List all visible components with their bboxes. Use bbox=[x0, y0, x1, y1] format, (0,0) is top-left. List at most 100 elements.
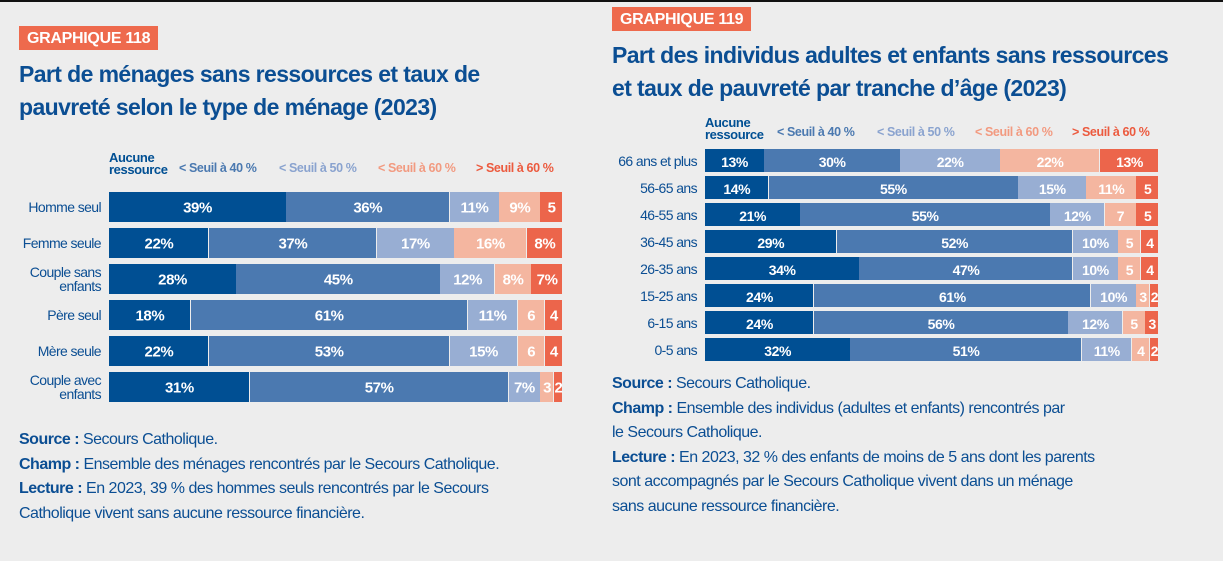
data-label: 3 bbox=[1139, 288, 1147, 305]
note-label: Champ : bbox=[19, 455, 80, 473]
note-lecture-cont: sont accompagnés par le Secours Catholiq… bbox=[612, 473, 1073, 490]
category-label: 26-35 ans bbox=[600, 262, 697, 276]
category-label: 66 ans et plus bbox=[600, 154, 697, 168]
category-label-line: 0-5 ans bbox=[654, 341, 698, 358]
data-label: 37% bbox=[278, 235, 308, 253]
bar-segment-seuil60lt bbox=[494, 264, 531, 294]
bar-segment-seuil60lt bbox=[454, 228, 527, 258]
data-label: 11% bbox=[1093, 342, 1120, 359]
bar-segment-aucune bbox=[109, 264, 236, 294]
chart-legend: Aucune ressource < Seuil à 40 % < Seuil … bbox=[600, 116, 1223, 146]
data-label: 6 bbox=[527, 343, 536, 361]
bar-segment-seuil50 bbox=[1072, 257, 1118, 280]
note-text: Secours Catholique. bbox=[672, 375, 811, 392]
category-label: Couple avec enfants bbox=[0, 373, 102, 401]
top-border bbox=[0, 0, 1223, 2]
bar-segment-seuil60lt bbox=[1104, 203, 1136, 226]
bar-segment-seuil50 bbox=[508, 372, 540, 402]
data-label: 24% bbox=[746, 288, 773, 305]
data-label: 22% bbox=[144, 235, 174, 253]
legend-item-seuil50: < Seuil à 50 % bbox=[877, 125, 955, 139]
bar-segment-aucune bbox=[705, 176, 769, 199]
data-label: 55% bbox=[879, 180, 907, 197]
data-label: 51% bbox=[952, 342, 980, 359]
data-label: 4 bbox=[1137, 342, 1145, 359]
data-label: 36% bbox=[353, 199, 383, 217]
note-label: Lecture : bbox=[19, 480, 83, 497]
bar-segment-aucune bbox=[705, 230, 837, 253]
category-label-line: 56-65 ans bbox=[640, 179, 697, 196]
legend-label: ressource bbox=[109, 162, 168, 177]
data-label: 5 bbox=[1125, 234, 1134, 251]
bar-segment-aucune bbox=[705, 257, 859, 280]
category-label: Couple sans enfants bbox=[0, 265, 102, 293]
category-label-line: 46-55 ans bbox=[640, 206, 697, 223]
data-label: 31% bbox=[164, 379, 194, 397]
note-text: Ensemble des ménages rencontrés par le S… bbox=[79, 455, 500, 473]
bar-segment-seuil50 bbox=[1018, 176, 1086, 199]
bar-segment-seuil40 bbox=[813, 284, 1091, 307]
bar-segment-seuil60lt bbox=[1118, 257, 1141, 280]
legend-item-seuil60lt: < Seuil à 60 % bbox=[378, 161, 456, 175]
bar-segment-seuil60gt bbox=[531, 264, 563, 294]
data-label: 8% bbox=[534, 235, 556, 253]
legend-label: Aucune bbox=[705, 115, 751, 130]
data-label: 9% bbox=[509, 199, 531, 217]
category-label: 46-55 ans bbox=[600, 208, 697, 222]
bar-segment-seuil60gt bbox=[544, 300, 563, 330]
category-label-line: Mère seule bbox=[37, 343, 102, 359]
bar-segment-seuil60gt bbox=[1136, 203, 1159, 226]
category-label-line: 6-15 ans bbox=[647, 314, 697, 331]
category-label: 15-25 ans bbox=[600, 289, 697, 303]
data-label: 11% bbox=[478, 307, 507, 325]
data-label: 3 bbox=[543, 379, 552, 397]
bar-segment-seuil50 bbox=[376, 228, 454, 258]
data-label: 4 bbox=[1146, 261, 1154, 278]
bar-segment-seuil50 bbox=[1068, 311, 1123, 334]
data-label: 5 bbox=[1130, 315, 1138, 332]
chart-title: Part de ménages sans ressources et taux … bbox=[19, 58, 480, 124]
bar-segment-aucune bbox=[109, 228, 209, 258]
data-label: 18% bbox=[135, 307, 165, 325]
bar-segment-seuil60lt bbox=[1086, 176, 1136, 199]
data-label: 7% bbox=[513, 379, 535, 397]
data-label: 7 bbox=[1116, 207, 1125, 224]
bar-segment-seuil50 bbox=[467, 300, 518, 330]
note-text: Secours Catholique. bbox=[79, 431, 218, 448]
category-label: 6-15 ans bbox=[600, 316, 697, 330]
data-label: 28% bbox=[158, 271, 187, 289]
bar-segment-seuil60gt bbox=[544, 336, 563, 366]
note-lecture: Lecture : En 2023, 32 % des enfants de m… bbox=[612, 446, 1095, 471]
chart-badge: GRAPHIQUE 118 bbox=[19, 26, 159, 50]
note-source: Source : Secours Catholique. bbox=[19, 428, 499, 453]
chart-notes: Source : Secours Catholique. Champ : Ens… bbox=[612, 372, 1095, 519]
bar-segment-seuil60gt bbox=[526, 228, 563, 258]
data-label: 4 bbox=[549, 343, 558, 361]
category-label-line: Homme seul bbox=[28, 199, 101, 215]
data-label: 5 bbox=[547, 199, 556, 217]
bar-segment-seuil40 bbox=[850, 338, 1082, 361]
bar-segment-aucune bbox=[705, 284, 814, 307]
bar-segment-seuil40 bbox=[208, 336, 449, 366]
data-label: 22% bbox=[1036, 153, 1064, 170]
legend-item-aucune: Aucune ressource bbox=[705, 115, 764, 141]
category-label: 56-65 ans bbox=[600, 181, 697, 195]
data-label: 30% bbox=[818, 153, 846, 170]
data-label: 55% bbox=[911, 207, 939, 224]
bar-segment-seuil40 bbox=[208, 228, 377, 258]
chart-title: Part des individus adultes et enfants sa… bbox=[612, 39, 1169, 105]
data-label: 5 bbox=[1125, 261, 1134, 278]
bar-segment-seuil50 bbox=[449, 336, 518, 366]
data-label: 16% bbox=[475, 235, 505, 253]
chart-legend: Aucune ressource < Seuil à 40 % < Seuil … bbox=[0, 150, 600, 180]
bar-segment-seuil60gt bbox=[1145, 311, 1159, 334]
category-label: Femme seule bbox=[0, 236, 102, 250]
note-lecture-cont: Catholique vivent sans aucune ressource … bbox=[19, 504, 365, 522]
chart-panel-118: GRAPHIQUE 118 Part de ménages sans resso… bbox=[0, 0, 600, 561]
legend-item-aucune: Aucune ressource bbox=[109, 151, 168, 177]
data-label: 11% bbox=[1098, 180, 1125, 197]
category-label: Homme seul bbox=[0, 200, 101, 214]
data-label: 10% bbox=[1100, 288, 1128, 305]
legend-item-seuil50: < Seuil à 50 % bbox=[279, 161, 357, 175]
legend-item-seuil40: < Seuil à 40 % bbox=[777, 125, 855, 139]
